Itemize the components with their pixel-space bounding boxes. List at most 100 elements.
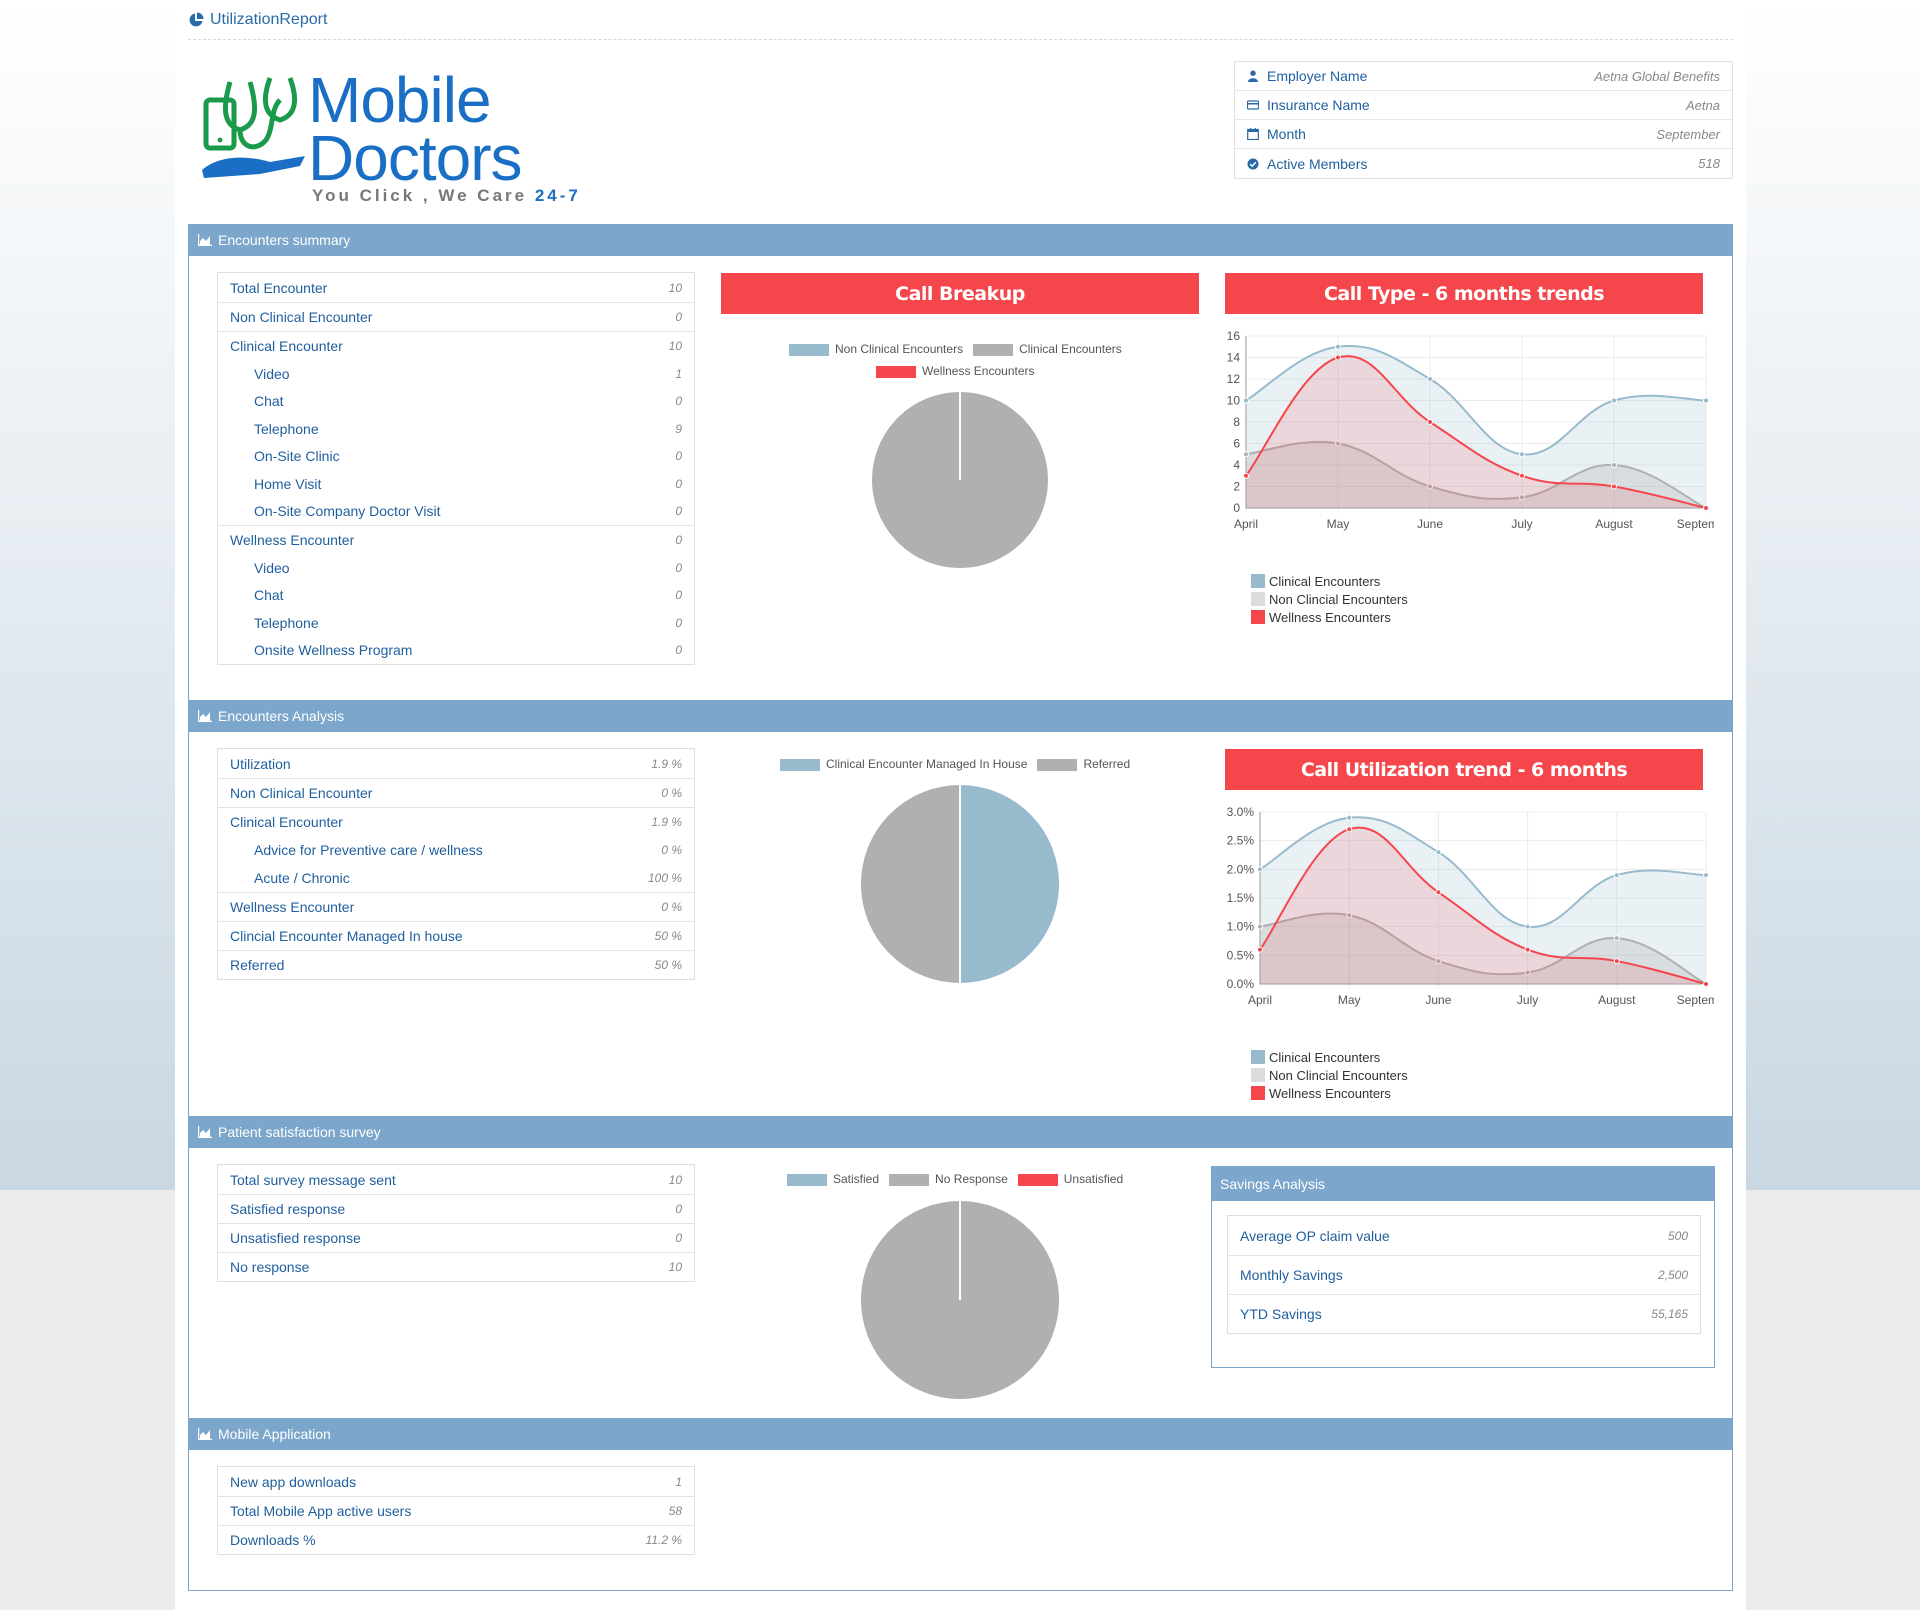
y-tick-label: 16 xyxy=(1227,329,1241,343)
logo-word-mobile: Mobile xyxy=(308,64,492,136)
x-tick-label: July xyxy=(1517,993,1538,1007)
chart-title-call-type-trends: Call Type - 6 months trends xyxy=(1225,273,1703,314)
section-body-encounters-summary: Total Encounter 10 Non Clinical Encounter 0… xyxy=(188,256,1733,700)
area-chart-icon xyxy=(198,234,212,246)
data-point xyxy=(1346,814,1353,821)
list-item-value: 0 % xyxy=(661,843,682,857)
report-page: UtilizationReport Mobile Doctors You Cli… xyxy=(175,0,1746,1610)
encounters-summary-list: Total Encounter 10 Non Clinical Encounter 0… xyxy=(217,272,695,665)
list-item-value: 50 % xyxy=(654,958,682,972)
y-tick-label: 0.0% xyxy=(1227,977,1255,991)
list-item-label: Clincial Encounter Managed In house xyxy=(230,928,463,944)
y-tick-label: 14 xyxy=(1227,351,1241,365)
list-item-label: Total Mobile App active users xyxy=(230,1503,412,1519)
section-header-encounters-summary: Encounters summary xyxy=(188,224,1733,256)
list-item-label: On-Site Clinic xyxy=(254,448,340,465)
info-row-employer: Employer Name Aetna Global Benefits xyxy=(1235,62,1732,91)
list-item-value: 0 % xyxy=(661,900,682,914)
list-item: Unsatisfied response 0 xyxy=(218,1223,694,1252)
data-point xyxy=(1519,472,1525,479)
list-item: Total Encounter 10 xyxy=(218,273,694,302)
y-tick-label: 1.5% xyxy=(1227,891,1255,905)
call-breakup-legend-row2: Wellness Encounters xyxy=(876,364,1035,378)
x-tick-label: June xyxy=(1425,993,1451,1007)
list-item: No response 10 xyxy=(218,1252,694,1281)
info-row-month: Month September xyxy=(1235,120,1732,149)
list-item-value: 11.2 % xyxy=(645,1533,682,1547)
survey-pie-chart xyxy=(859,1199,1061,1401)
info-value: Aetna xyxy=(1686,97,1720,113)
list-item-label: Wellness Encounter xyxy=(230,899,355,915)
list-item-value: 0 xyxy=(675,588,682,603)
list-item-value: 50 % xyxy=(654,929,682,943)
legend-item: Clinical Encounters xyxy=(1251,1048,1408,1066)
savings-analysis-title: Savings Analysis xyxy=(1212,1167,1714,1201)
call-breakup-pie-chart xyxy=(870,390,1050,570)
section-body-encounters-analysis: Utilization 1.9 % Non Clinical Encounter 0 … xyxy=(188,732,1733,1116)
check-circle-icon xyxy=(1247,158,1259,169)
list-sub-item: Chat 0 xyxy=(218,582,694,610)
series-area xyxy=(1260,913,1706,984)
list-item-label: Acute / Chronic xyxy=(254,870,350,886)
list-item: YTD Savings 55,165 xyxy=(1228,1294,1700,1333)
list-item-label: Onsite Wellness Program xyxy=(254,642,413,659)
list-item-value: 1.9 % xyxy=(651,815,682,829)
list-item: Referred 50 % xyxy=(218,950,694,979)
list-item-label: Video xyxy=(254,559,290,576)
call-breakup-legend-row1: Non Clinical Encounters Clinical Encount… xyxy=(789,342,1122,356)
section-header-encounters-analysis: Encounters Analysis xyxy=(188,700,1733,732)
chart-title-call-breakup: Call Breakup xyxy=(721,273,1199,314)
list-item-value: 10 xyxy=(668,1260,682,1274)
list-item-label: Clinical Encounter xyxy=(230,338,343,354)
section-header-mobile-application: Mobile Application xyxy=(188,1418,1733,1450)
legend-item: Wellness Encounters xyxy=(1251,1084,1408,1102)
series-area xyxy=(1260,827,1706,984)
data-point xyxy=(1257,923,1263,930)
list-item: Downloads % 11.2 % xyxy=(218,1525,694,1554)
info-label: Employer Name xyxy=(1267,68,1368,84)
savings-analysis-table: Average OP claim value 500 Monthly Savings… xyxy=(1227,1215,1701,1334)
pie-slice xyxy=(859,782,961,986)
list-item: Clinical Encounter 1.9 % xyxy=(218,807,694,836)
data-point xyxy=(1427,376,1433,382)
series-line xyxy=(1245,440,1707,509)
list-item: Total survey message sent 10 xyxy=(218,1165,694,1194)
data-point xyxy=(1703,397,1709,404)
patient-survey-list: Total survey message sent 10 Satisfied res… xyxy=(217,1164,695,1282)
report-info-box: Employer Name Aetna Global Benefits Insu… xyxy=(1234,61,1733,179)
data-point xyxy=(1435,849,1442,856)
info-label: Month xyxy=(1267,126,1306,142)
list-item-label: Home Visit xyxy=(254,475,322,492)
list-item-value: 0 % xyxy=(661,786,682,800)
info-row-active-members: Active Members 518 xyxy=(1235,149,1732,178)
legend-item: Clinical Encounters xyxy=(1251,572,1408,590)
series-line xyxy=(1259,912,1707,985)
list-item: Non Clinical Encounter 0 % xyxy=(218,778,694,807)
data-point xyxy=(1435,958,1442,965)
list-item-label: Downloads % xyxy=(230,1532,316,1548)
list-item-value: 10 xyxy=(668,280,682,295)
x-tick-label: June xyxy=(1417,517,1443,531)
data-point xyxy=(1703,981,1709,987)
list-item: Satisfied response 0 xyxy=(218,1194,694,1223)
y-tick-label: 10 xyxy=(1227,394,1241,408)
data-point xyxy=(1335,440,1341,447)
data-point xyxy=(1611,462,1617,468)
logo-tagline: You Click , We Care 24-7 xyxy=(312,186,581,205)
y-tick-label: 0.5% xyxy=(1227,948,1255,962)
list-item-label: On-Site Company Doctor Visit xyxy=(254,503,441,520)
legend-item: Satisfied xyxy=(787,1172,879,1186)
legend-item: Clinical Encounter Managed In House xyxy=(780,757,1027,771)
legend-item: Non Clincial Encounters xyxy=(1251,590,1408,608)
list-item-value: 1.9 % xyxy=(651,756,682,771)
info-label: Insurance Name xyxy=(1267,97,1370,113)
data-point xyxy=(1257,946,1263,953)
data-point xyxy=(1435,889,1442,896)
list-sub-item: Acute / Chronic 100 % xyxy=(218,864,694,892)
info-label: Active Members xyxy=(1267,155,1368,172)
mobile-application-list: New app downloads 1 Total Mobile App activ… xyxy=(217,1466,695,1555)
legend-item: Non Clincial Encounters xyxy=(1251,1066,1408,1084)
list-item-label: Total survey message sent xyxy=(230,1171,396,1188)
list-sub-item: Onsite Wellness Program 0 xyxy=(218,637,694,665)
list-item-value: 0 xyxy=(675,1231,682,1245)
